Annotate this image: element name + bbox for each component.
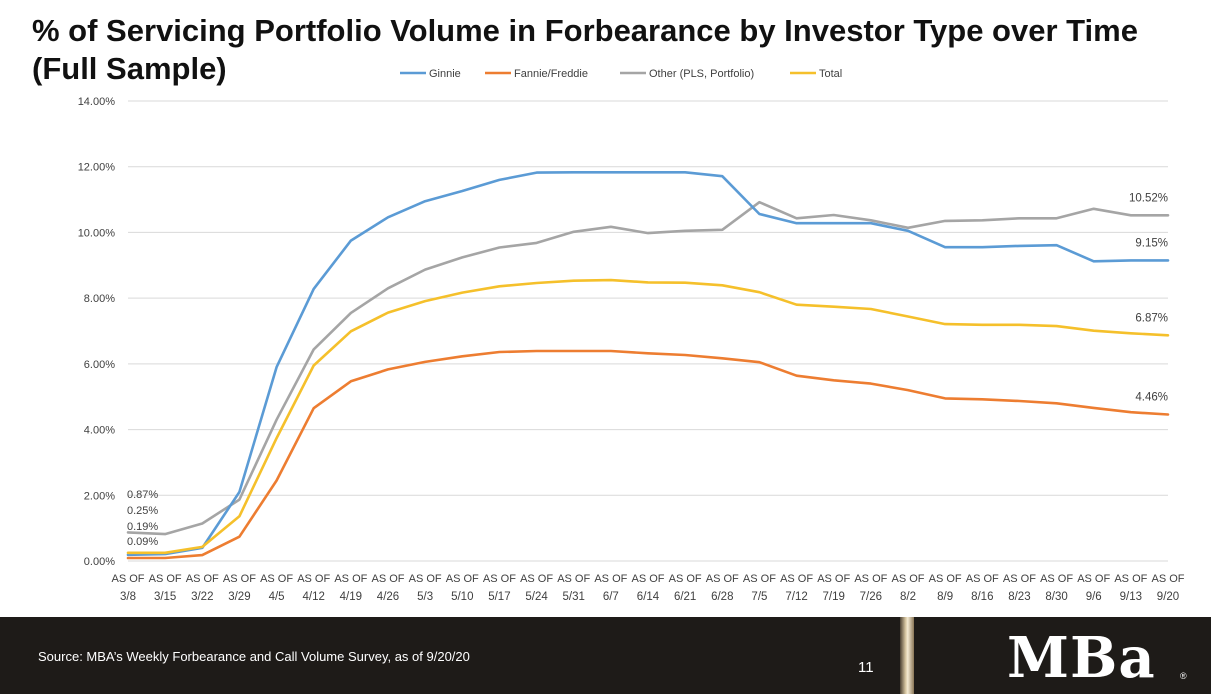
- end-value-label: 6.87%: [1135, 312, 1168, 324]
- end-value-label: 10.52%: [1129, 192, 1168, 204]
- x-tick-label: 5/10: [451, 591, 473, 603]
- y-tick-label: 2.00%: [84, 490, 115, 502]
- y-tick-label: 14.00%: [78, 96, 116, 108]
- chart-series-lines: [126, 171, 1170, 560]
- x-tick-prefix: AS OF: [371, 573, 404, 585]
- x-tick-prefix: AS OF: [111, 573, 144, 585]
- y-tick-label: 8.00%: [84, 293, 115, 305]
- x-tick-label: 9/6: [1086, 591, 1102, 603]
- x-tick-label: 7/12: [785, 591, 807, 603]
- chart-data-labels: 0.87% 0.25% 0.19% 0.09% 10.52% 9.15% 6.87% 4.46…: [127, 192, 1168, 548]
- x-tick-prefix: AS OF: [966, 573, 999, 585]
- footer-bar: Source: MBA’s Weekly Forbearance and Cal…: [0, 617, 1211, 694]
- start-value-label: 0.19%: [127, 521, 158, 533]
- x-tick-label: 4/26: [377, 591, 399, 603]
- x-tick-prefix: AS OF: [557, 573, 590, 585]
- y-tick-label: 6.00%: [84, 359, 115, 371]
- start-value-label: 0.87%: [127, 489, 158, 501]
- legend-label: Ginnie: [429, 68, 461, 80]
- x-tick-prefix: AS OF: [334, 573, 367, 585]
- x-tick-prefix: AS OF: [483, 573, 516, 585]
- x-tick-label: 3/29: [228, 591, 250, 603]
- end-value-label: 4.46%: [1135, 391, 1168, 403]
- x-tick-prefix: AS OF: [1077, 573, 1110, 585]
- x-tick-prefix: AS OF: [780, 573, 813, 585]
- x-tick-prefix: AS OF: [669, 573, 702, 585]
- x-tick-prefix: AS OF: [854, 573, 887, 585]
- x-tick-prefix: AS OF: [743, 573, 776, 585]
- legend-label: Total: [819, 68, 842, 80]
- legend-label: Fannie/Freddie: [514, 68, 588, 80]
- page-title: % of Servicing Portfolio Volume in Forbe…: [32, 13, 1138, 86]
- x-tick-label: 6/14: [637, 591, 660, 603]
- x-tick-prefix: AS OF: [891, 573, 924, 585]
- x-tick-prefix: AS OF: [409, 573, 442, 585]
- x-tick-label: 6/28: [711, 591, 733, 603]
- page-number: 11: [858, 659, 874, 676]
- x-tick-label: 4/19: [340, 591, 362, 603]
- x-tick-label: 7/26: [860, 591, 882, 603]
- x-tick-prefix: AS OF: [817, 573, 850, 585]
- x-tick-prefix: AS OF: [223, 573, 256, 585]
- end-value-label: 9.15%: [1135, 237, 1168, 249]
- chart-gridlines: [128, 100, 1168, 562]
- registered-mark: ®: [1180, 671, 1187, 681]
- x-tick-label: 8/23: [1008, 591, 1030, 603]
- gold-divider: [900, 617, 914, 694]
- x-tick-label: 8/2: [900, 591, 916, 603]
- x-tick-prefix: AS OF: [446, 573, 479, 585]
- source-note: Source: MBA’s Weekly Forbearance and Cal…: [38, 649, 470, 664]
- x-tick-prefix: AS OF: [594, 573, 627, 585]
- legend-label: Other (PLS, Portfolio): [649, 68, 754, 80]
- y-axis-ticks: 0.00% 2.00% 4.00% 6.00% 8.00% 10.00% 12.00% 14.…: [78, 96, 116, 568]
- x-tick-prefix: AS OF: [929, 573, 962, 585]
- x-tick-label: 7/19: [823, 591, 845, 603]
- x-tick-prefix: AS OF: [1003, 573, 1036, 585]
- x-axis-ticks: AS OF 3/8 AS OF 3/15 AS OF 3/22 AS OF 3/29 AS OF…: [111, 573, 1184, 603]
- x-tick-label: 8/30: [1045, 591, 1067, 603]
- y-tick-label: 0.00%: [84, 556, 115, 568]
- start-value-label: 0.25%: [127, 505, 158, 517]
- y-tick-label: 10.00%: [78, 227, 116, 239]
- x-tick-label: 3/15: [154, 591, 176, 603]
- x-tick-prefix: AS OF: [260, 573, 293, 585]
- x-tick-prefix: AS OF: [1040, 573, 1073, 585]
- x-tick-label: 3/8: [120, 591, 136, 603]
- x-tick-prefix: AS OF: [520, 573, 553, 585]
- x-tick-label: 5/31: [563, 591, 585, 603]
- x-tick-label: 9/13: [1120, 591, 1142, 603]
- x-tick-label: 7/5: [751, 591, 767, 603]
- x-tick-prefix: AS OF: [1114, 573, 1147, 585]
- x-tick-prefix: AS OF: [186, 573, 219, 585]
- x-tick-prefix: AS OF: [1151, 573, 1184, 585]
- x-tick-label: 4/12: [303, 591, 325, 603]
- x-tick-label: 5/3: [417, 591, 433, 603]
- forbearance-line-chart: 0.00% 2.00% 4.00% 6.00% 8.00% 10.00% 12.00% 14.…: [78, 68, 1185, 603]
- series-line-total: [126, 278, 1170, 555]
- x-tick-label: 6/7: [603, 591, 619, 603]
- x-tick-prefix: AS OF: [706, 573, 739, 585]
- x-tick-label: 3/22: [191, 591, 213, 603]
- x-tick-label: 8/16: [971, 591, 993, 603]
- series-line-ginnie: [126, 171, 1170, 557]
- x-tick-label: 4/5: [269, 591, 285, 603]
- x-tick-label: 9/20: [1157, 591, 1179, 603]
- start-value-label: 0.09%: [127, 536, 158, 548]
- x-tick-prefix: AS OF: [149, 573, 182, 585]
- y-tick-label: 4.00%: [84, 425, 115, 437]
- chart-legend[interactable]: Ginnie Fannie/Freddie Other (PLS, Portfoli…: [400, 68, 842, 80]
- x-tick-label: 5/24: [525, 591, 548, 603]
- x-tick-prefix: AS OF: [631, 573, 664, 585]
- x-tick-prefix: AS OF: [297, 573, 330, 585]
- x-tick-label: 5/17: [488, 591, 510, 603]
- mba-logo: MBa: [1007, 625, 1156, 691]
- series-line-fannie-freddie: [126, 349, 1170, 560]
- series-line-other-pls-portfolio: [126, 200, 1170, 536]
- y-tick-label: 12.00%: [78, 162, 116, 174]
- x-tick-label: 8/9: [937, 591, 953, 603]
- x-tick-label: 6/21: [674, 591, 696, 603]
